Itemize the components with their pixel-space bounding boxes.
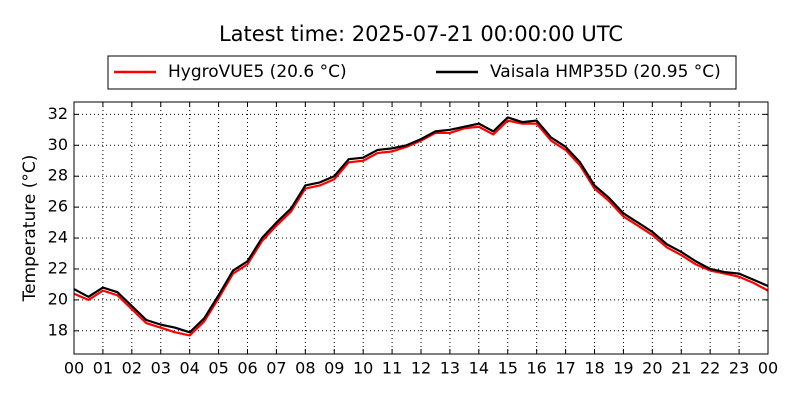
x-tick-label: 06 [237,359,257,378]
x-tick-label: 03 [151,359,171,378]
x-tick-label: 08 [295,359,315,378]
x-tick-label: 00 [758,359,778,378]
x-tick-label: 21 [671,359,691,378]
plot-frame [73,101,769,355]
y-tick-label: 22 [48,258,68,277]
x-tick-label: 10 [353,359,373,378]
x-tick-label: 12 [411,359,431,378]
x-tick-label: 04 [179,359,199,378]
y-tick-label: 28 [48,166,68,185]
x-tick-label: 05 [208,359,228,378]
x-tick-label: 22 [700,359,720,378]
chart-title: Latest time: 2025-07-21 00:00:00 UTC [219,22,623,46]
x-tick-label: 23 [729,359,749,378]
series-line [73,119,769,337]
x-tick-label: 14 [469,359,489,378]
y-axis-label: Temperature (°C) [20,155,40,303]
legend-box [107,55,737,90]
x-tick-label: 17 [555,359,575,378]
y-tick-label: 26 [48,197,68,216]
y-tick-label: 18 [48,320,68,339]
x-tick-label: 02 [122,359,142,378]
x-tick-label: 00 [64,359,84,378]
y-tick-label: 24 [48,228,68,247]
x-tick-label: 11 [382,359,402,378]
x-tick-label: 01 [93,359,113,378]
y-tick-label: 32 [48,104,68,123]
y-tick-label: 20 [48,289,68,308]
series-line [73,116,769,334]
x-tick-label: 13 [440,359,460,378]
x-tick-label: 19 [613,359,633,378]
legend-label: Vaisala HMP35D (20.95 °C) [490,62,721,82]
x-tick-label: 16 [526,359,546,378]
x-tick-label: 20 [642,359,662,378]
x-tick-label: 09 [324,359,344,378]
x-tick-label: 18 [584,359,604,378]
y-tick-label: 30 [48,135,68,154]
x-tick-label: 15 [498,359,518,378]
legend-label: HygroVUE5 (20.6 °C) [168,62,347,82]
x-tick-label: 07 [266,359,286,378]
